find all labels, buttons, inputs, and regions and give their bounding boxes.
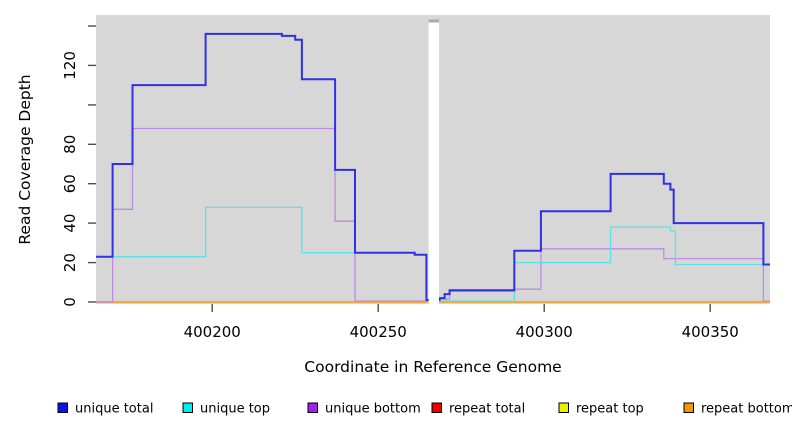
gap-top-strip	[428, 15, 439, 23]
y-tick-label: 60	[61, 174, 79, 193]
x-axis-title: Coordinate in Reference Genome	[304, 358, 561, 376]
x-tick-label: 400250	[350, 323, 407, 341]
y-axis-title: Read Coverage Depth	[16, 74, 34, 244]
plot-panel-left	[96, 15, 429, 304]
y-tick-label: 0	[61, 297, 79, 307]
y-tick-label: 120	[61, 51, 79, 80]
x-tick-label: 400300	[516, 323, 573, 341]
no-data-gap-mask	[428, 22, 439, 304]
y-tick-label: 80	[61, 135, 79, 154]
legend-label-repeat-total: repeat total	[449, 402, 525, 417]
y-tick-label: 40	[61, 214, 79, 233]
legend-label-repeat-top: repeat top	[576, 402, 644, 417]
y-tick-label: 20	[61, 253, 79, 272]
legend-label-unique-bottom: unique bottom	[325, 402, 421, 417]
x-tick-label: 400200	[184, 323, 241, 341]
plot-panel-right	[439, 15, 770, 304]
legend-swatch-unique-bottom	[307, 402, 318, 413]
legend-swatch-repeat-total	[431, 402, 442, 413]
legend-swatch-unique-top	[182, 402, 193, 413]
legend-label-repeat-bottom: repeat bottom	[701, 402, 792, 417]
legend-swatch-repeat-top	[558, 402, 569, 413]
legend-swatch-repeat-bottom	[683, 402, 694, 413]
x-tick-label: 400350	[682, 323, 739, 341]
legend-label-unique-total: unique total	[75, 402, 153, 417]
legend-swatch-unique-total	[57, 402, 68, 413]
no-data-gap-cap	[428, 19, 439, 23]
legend-label-unique-top: unique top	[200, 402, 270, 417]
